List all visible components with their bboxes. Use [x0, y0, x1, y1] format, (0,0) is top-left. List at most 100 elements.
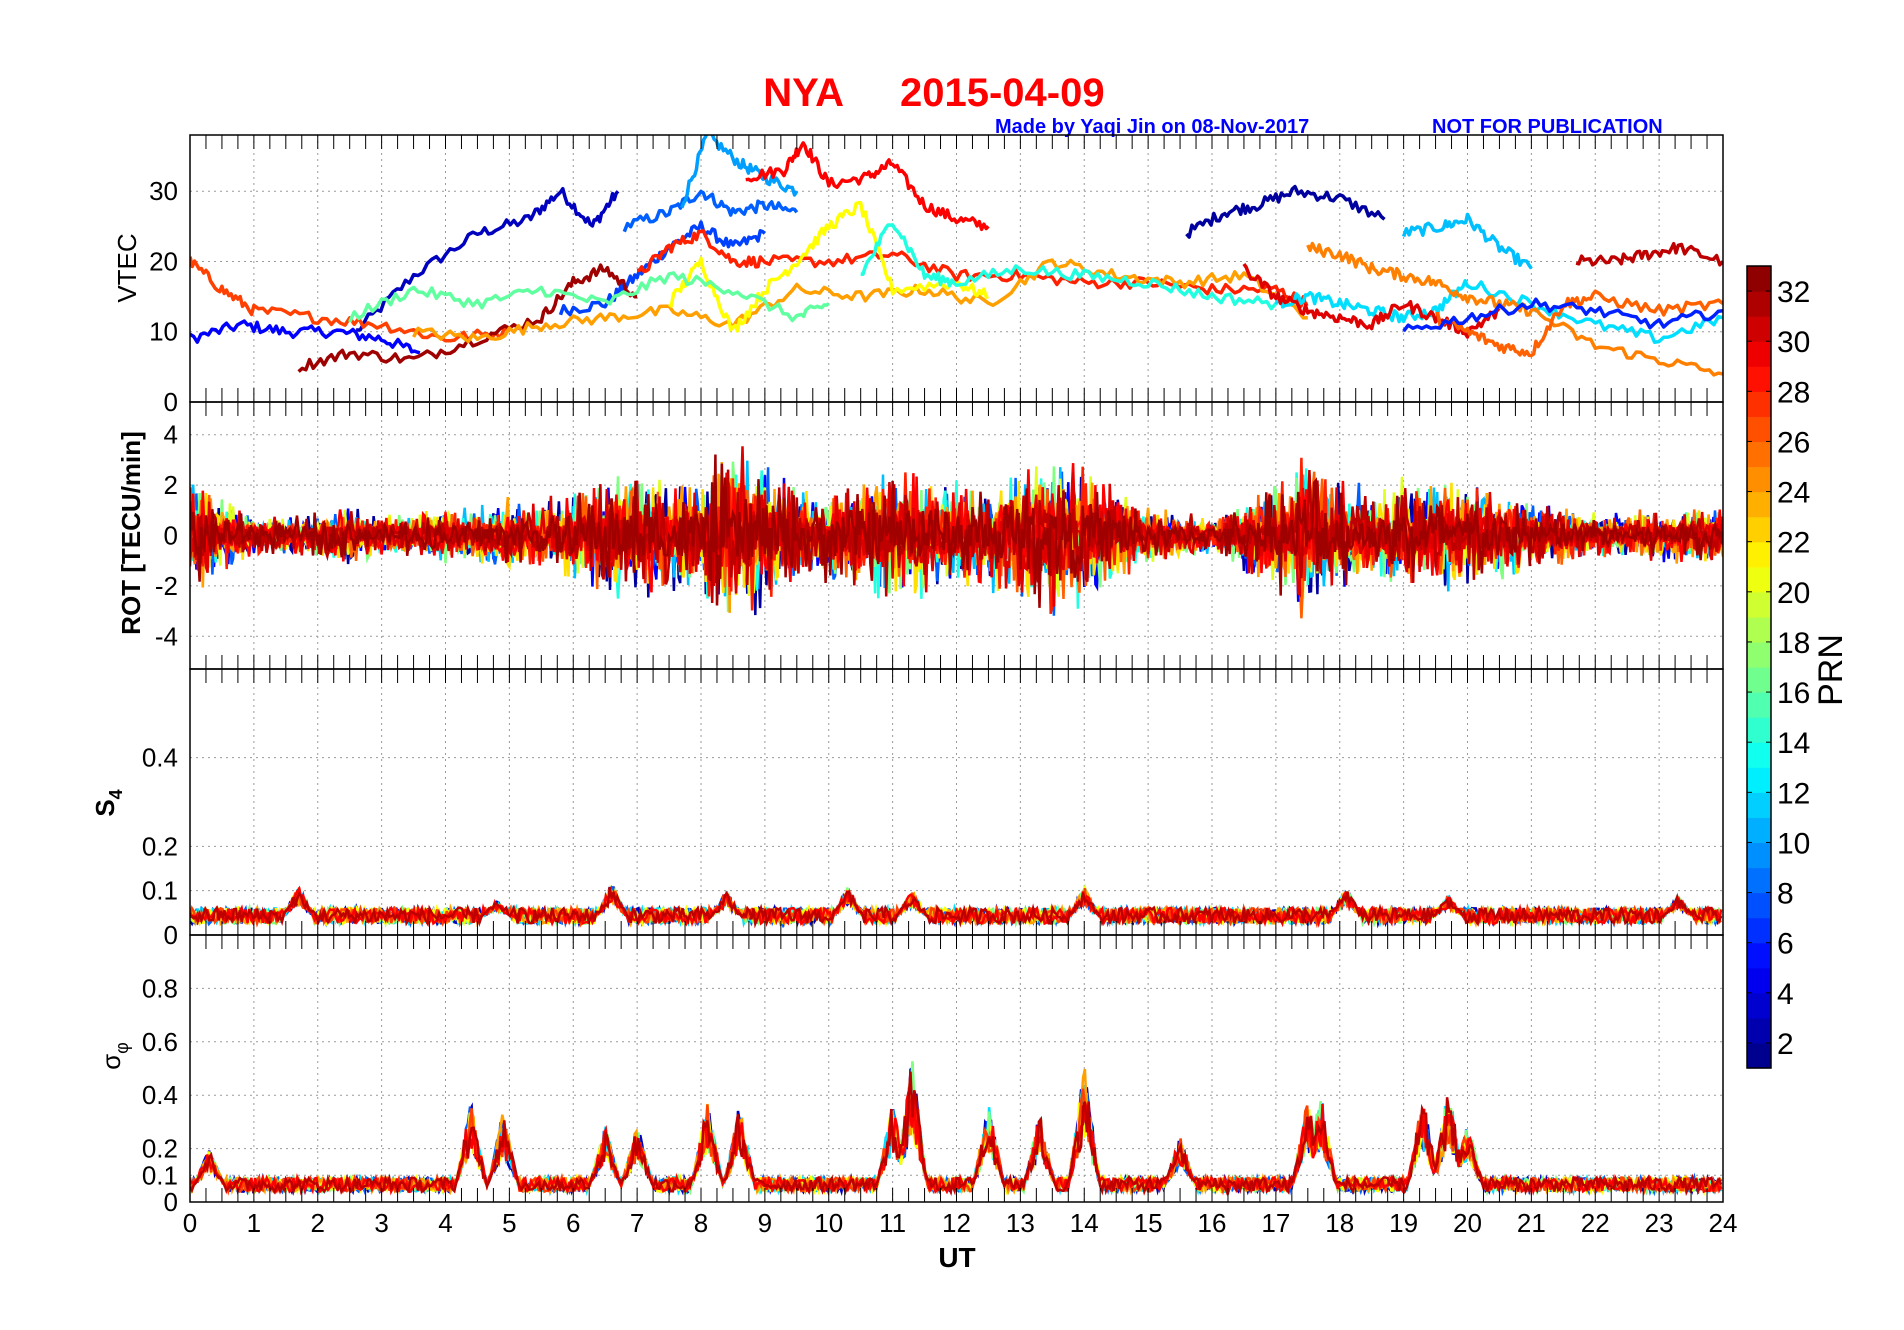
- x-tick-label: 17: [1261, 1208, 1290, 1238]
- colorbar-segment: [1747, 667, 1771, 693]
- sigma_phi-series-prn-21: [190, 1076, 1723, 1197]
- vtec-series-prn-14: [860, 223, 1278, 311]
- vtec-series-prn-16: [348, 271, 830, 323]
- y-tick-label: 4: [164, 420, 178, 450]
- rot-panel: -4 -2 0 2 4: [155, 401, 1724, 670]
- x-tick-label: 20: [1453, 1208, 1482, 1238]
- y-tick-label: 0.4: [142, 1080, 178, 1110]
- x-tick-label: 24: [1709, 1208, 1738, 1238]
- sigma_phi-series-prn-24: [190, 1068, 1722, 1196]
- y-tick-label: 0: [164, 1187, 178, 1217]
- x-tick-label: 23: [1645, 1208, 1674, 1238]
- y-tick-label: 0.6: [142, 1027, 178, 1057]
- colorbar-tick-label: 12: [1777, 777, 1810, 810]
- x-tick-label: 15: [1134, 1208, 1163, 1238]
- colorbar-segment: [1747, 391, 1771, 417]
- colorbar-tick-label: 28: [1777, 376, 1810, 409]
- colorbar-segment: [1747, 917, 1771, 944]
- x-tick-label: 14: [1070, 1208, 1099, 1238]
- series-group: [190, 883, 1723, 929]
- y-tick-label: 0.2: [142, 1134, 178, 1164]
- x-tick-label: 4: [438, 1208, 452, 1238]
- y-tick-label: 0.8: [142, 973, 178, 1003]
- colorbar-segment: [1747, 591, 1771, 618]
- colorbar-segment: [1747, 992, 1771, 1019]
- y-tick-label: 10: [149, 317, 178, 347]
- s4-series-prn-31: [190, 886, 1723, 929]
- x-tick-label: 16: [1198, 1208, 1227, 1238]
- x-tick-label: 0: [183, 1208, 197, 1238]
- colorbar-tick-label: 10: [1777, 827, 1810, 860]
- x-tick-label: 9: [758, 1208, 772, 1238]
- series-group: [190, 135, 1723, 377]
- colorbar-tick-label: 30: [1777, 326, 1810, 359]
- x-tick-label: 8: [694, 1208, 708, 1238]
- colorbar-segment: [1747, 366, 1771, 392]
- x-tick-label: 12: [942, 1208, 971, 1238]
- sigma-phi-panel: 00.10.2 0.4 0.6 0.8: [142, 934, 1724, 1217]
- vtec-series-prn-10: [680, 135, 799, 209]
- s4-panel: 0 0.1 0.2 0.4: [142, 668, 1724, 950]
- x-tick-label: 1: [247, 1208, 261, 1238]
- x-tick-label: 13: [1006, 1208, 1035, 1238]
- sigma_phi-series-prn-3: [190, 1065, 1723, 1197]
- svg-text:σφ: σφ: [96, 1042, 132, 1070]
- vtec-series-prn-31: [1575, 241, 1723, 267]
- y-tick-label: 2: [164, 470, 178, 500]
- colorbar-segment: [1747, 817, 1771, 844]
- x-tick-labels: 0 1 2 3 4 5 6 7 8 9 10 11 12 13 14 15 16 17 18 19 20 21 22 23 24: [183, 1208, 1738, 1238]
- x-tick-label: 5: [502, 1208, 516, 1238]
- vtec-series-prn-30: [1242, 262, 1501, 339]
- vtec-series-prn-24: [412, 258, 1308, 344]
- vtec-axis-label: VTEC: [112, 233, 142, 302]
- x-tick-label: 22: [1581, 1208, 1610, 1238]
- colorbar-tick-label: 18: [1777, 627, 1810, 660]
- colorbar-segment: [1747, 742, 1771, 768]
- sigma_phi-series-prn-12: [190, 1072, 1723, 1197]
- y-tick-label: 0: [164, 387, 178, 417]
- colorbar-segment: [1747, 541, 1771, 568]
- colorbar-label: PRN: [1812, 634, 1850, 706]
- vtec-series-prn-7: [558, 220, 766, 317]
- x-tick-label: 3: [374, 1208, 388, 1238]
- colorbar-segment: [1747, 967, 1771, 994]
- colorbar-segment: [1747, 641, 1771, 668]
- colorbar-segment: [1747, 341, 1771, 367]
- rot-series-prn-32: [190, 454, 1723, 608]
- x-tick-label: 6: [566, 1208, 580, 1238]
- colorbar-segment: [1747, 867, 1771, 894]
- colorbar-segment: [1747, 942, 1771, 969]
- colorbar-tick-label: 14: [1777, 727, 1810, 760]
- x-tick-label: 21: [1517, 1208, 1546, 1238]
- vtec-series-prn-3: [356, 186, 620, 332]
- x-tick-label: 18: [1325, 1208, 1354, 1238]
- colorbar-segment: [1747, 266, 1771, 292]
- title-date: 2015-04-09: [900, 71, 1105, 115]
- colorbar-tick-label: 26: [1777, 426, 1810, 459]
- s4-axis-label: S4: [90, 789, 126, 816]
- x-tick-label: 7: [630, 1208, 644, 1238]
- colorbar-segment: [1747, 1042, 1771, 1069]
- colorbar-frame: [1746, 265, 1772, 1069]
- colorbar-segment: [1747, 566, 1771, 593]
- y-tick-label: -4: [155, 621, 178, 651]
- colorbar-segment: [1747, 316, 1771, 342]
- colorbar-tick-label: 6: [1777, 928, 1794, 961]
- colorbar-tick-label: 8: [1777, 878, 1794, 911]
- sigma_phi-series-prn-17: [190, 1061, 1722, 1197]
- sigma_phi-series-prn-8: [190, 1063, 1723, 1197]
- colorbar-tick-label: 16: [1777, 677, 1810, 710]
- colorbar-segment: [1747, 767, 1771, 793]
- colorbar-segment: [1747, 466, 1771, 493]
- colorbar-segment: [1747, 692, 1771, 718]
- sigma-phi-axis-label: σφ: [96, 1042, 132, 1070]
- made-by-label: Made by Yaqi Jin on 08-Nov-2017: [995, 116, 1309, 138]
- vtec-series-prn-29: [745, 141, 990, 232]
- vtec-series-prn-5: [190, 319, 421, 355]
- colorbar-tick-label: 32: [1777, 276, 1810, 309]
- colorbar-segment: [1747, 792, 1771, 818]
- x-tick-label: 10: [814, 1208, 843, 1238]
- x-tick-label: 19: [1389, 1208, 1418, 1238]
